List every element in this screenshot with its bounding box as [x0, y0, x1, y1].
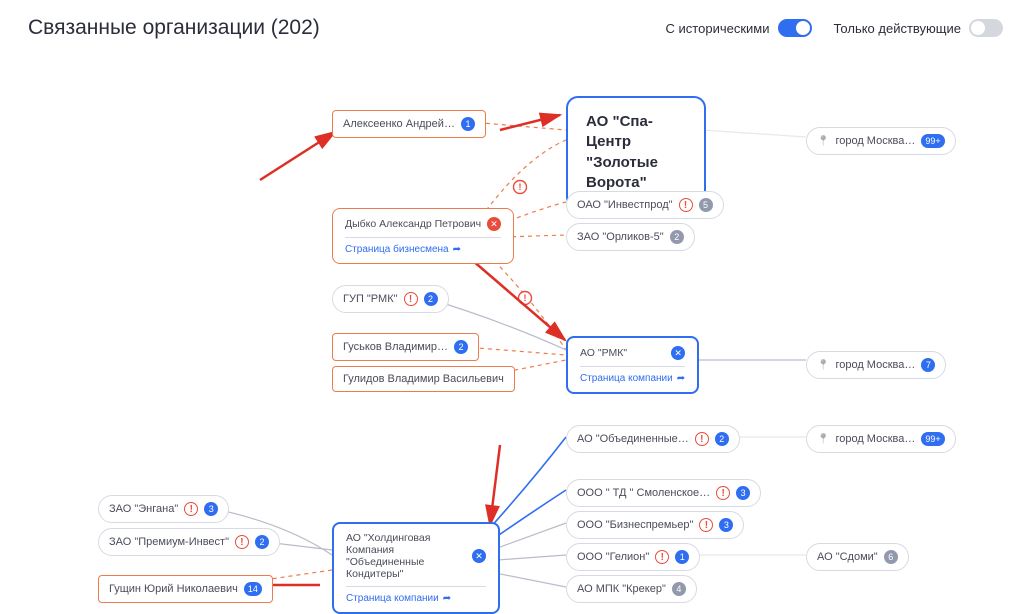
node-label: ООО "Гелион": [577, 551, 649, 563]
toggle-active-only: Только действующие: [834, 19, 1004, 37]
node-link[interactable]: Страница компании ➦: [346, 593, 451, 604]
header: Связанные организации (202) С историческ…: [0, 0, 1031, 64]
count-badge: 2: [424, 292, 438, 306]
share-icon: ➦: [677, 373, 685, 384]
node-label: АО "Холдинговая Компания "Объединенные К…: [346, 532, 466, 580]
toggle-historical: С историческими: [666, 19, 812, 37]
node-label: Гулидов Владимир Васильевич: [343, 373, 504, 385]
node-label: Алексеенко Андрей…: [343, 118, 455, 130]
toggle-historical-switch[interactable]: [778, 19, 812, 37]
node-label: город Москва…: [835, 433, 915, 445]
graph-node[interactable]: Гулидов Владимир Васильевич: [332, 366, 515, 392]
warning-icon: !: [716, 486, 730, 500]
graph-node[interactable]: ООО " ТД " Смоленское…! 3: [566, 479, 761, 507]
graph-node[interactable]: 📍 город Москва… 99+: [806, 425, 956, 453]
graph-node[interactable]: Алексеенко Андрей… 1: [332, 110, 486, 138]
graph-node[interactable]: Дыбко Александр Петрович ✕ Страница бизнес…: [332, 208, 514, 264]
node-label: ОАО "Инвестпрод": [577, 199, 673, 211]
node-label: ГУП "РМК": [343, 293, 398, 305]
count-badge: 6: [884, 550, 898, 564]
count-badge: 2: [454, 340, 468, 354]
warning-icon: !: [184, 502, 198, 516]
toggle-active-only-label: Только действующие: [834, 21, 962, 36]
graph-node[interactable]: ЗАО "Премиум-Инвест"! 2: [98, 528, 280, 556]
node-label: Гуськов Владимир…: [343, 341, 448, 353]
close-icon[interactable]: ✕: [487, 217, 501, 231]
count-badge: 1: [461, 117, 475, 131]
count-badge: 2: [715, 432, 729, 446]
count-badge: 99+: [921, 432, 944, 446]
node-label: ООО "Бизнеспремьер": [577, 519, 693, 531]
node-label: город Москва…: [835, 135, 915, 147]
node-link[interactable]: Страница компании ➦: [580, 373, 685, 384]
graph-node[interactable]: АО "Объединенные…! 2: [566, 425, 740, 453]
warning-icon: !: [655, 550, 669, 564]
toggles: С историческими Только действующие: [666, 19, 1003, 37]
page-title: Связанные организации (202): [28, 16, 320, 40]
graph-node[interactable]: ЗАО "Орликов-5" 2: [566, 223, 695, 251]
warning-icon: !: [695, 432, 709, 446]
node-link[interactable]: Страница бизнесмена ➦: [345, 244, 461, 255]
node-label: АО МПК "Крекер": [577, 583, 666, 595]
warning-icon: !: [235, 535, 249, 549]
graph-node[interactable]: ООО "Бизнеспремьер"! 3: [566, 511, 744, 539]
pin-icon: 📍: [817, 360, 829, 371]
share-icon: ➦: [443, 593, 451, 604]
pin-icon: 📍: [817, 434, 829, 445]
graph-node[interactable]: Гуськов Владимир… 2: [332, 333, 479, 361]
count-badge: 1: [675, 550, 689, 564]
graph-node[interactable]: 📍 город Москва… 99+: [806, 127, 956, 155]
close-icon[interactable]: ✕: [472, 549, 486, 563]
count-badge: 5: [699, 198, 713, 212]
node-label: ЗАО "Энгана": [109, 503, 178, 515]
close-icon[interactable]: ✕: [671, 346, 685, 360]
count-badge: 3: [719, 518, 733, 532]
warning-icon: !: [699, 518, 713, 532]
count-badge: 3: [736, 486, 750, 500]
count-badge: 2: [670, 230, 684, 244]
graph-node[interactable]: ООО "Гелион"! 1: [566, 543, 700, 571]
count-badge: 14: [244, 582, 262, 596]
graph-node[interactable]: 📍 город Москва… 7: [806, 351, 946, 379]
graph-node[interactable]: Гущин Юрий Николаевич 14: [98, 575, 273, 603]
node-label: АО "Объединенные…: [577, 433, 689, 445]
warning-icon: !: [679, 198, 693, 212]
node-label: ООО " ТД " Смоленское…: [577, 487, 710, 499]
graph-node[interactable]: ЗАО "Энгана"! 3: [98, 495, 229, 523]
node-label: Гущин Юрий Николаевич: [109, 583, 238, 595]
graph-node[interactable]: АО "Холдинговая Компания "Объединенные К…: [332, 522, 500, 614]
graph-node[interactable]: АО "РМК" ✕ Страница компании ➦: [566, 336, 699, 394]
node-label: город Москва…: [835, 359, 915, 371]
count-badge: 4: [672, 582, 686, 596]
toggle-historical-label: С историческими: [666, 21, 770, 36]
count-badge: 2: [255, 535, 269, 549]
toggle-active-only-switch[interactable]: [969, 19, 1003, 37]
svg-text:!: !: [524, 293, 527, 303]
count-badge: 99+: [921, 134, 944, 148]
count-badge: 7: [921, 358, 935, 372]
node-label: ЗАО "Премиум-Инвест": [109, 536, 229, 548]
warning-icon: !: [404, 292, 418, 306]
node-label: ЗАО "Орликов-5": [577, 231, 664, 243]
node-label: АО "Сдоми": [817, 551, 878, 563]
graph-canvas[interactable]: ! !! АО "Спа-Центр "Золотые Ворота"Алекс…: [0, 60, 1031, 605]
graph-node[interactable]: АО МПК "Крекер" 4: [566, 575, 697, 603]
svg-text:!: !: [519, 182, 522, 192]
share-icon: ➦: [453, 244, 461, 255]
pin-icon: 📍: [817, 136, 829, 147]
count-badge: 3: [204, 502, 218, 516]
graph-node[interactable]: АО "Сдоми" 6: [806, 543, 909, 571]
node-label: Дыбко Александр Петрович: [345, 218, 481, 230]
node-label: АО "РМК": [580, 347, 627, 359]
graph-node[interactable]: ОАО "Инвестпрод"! 5: [566, 191, 724, 219]
graph-node[interactable]: ГУП "РМК"! 2: [332, 285, 449, 313]
